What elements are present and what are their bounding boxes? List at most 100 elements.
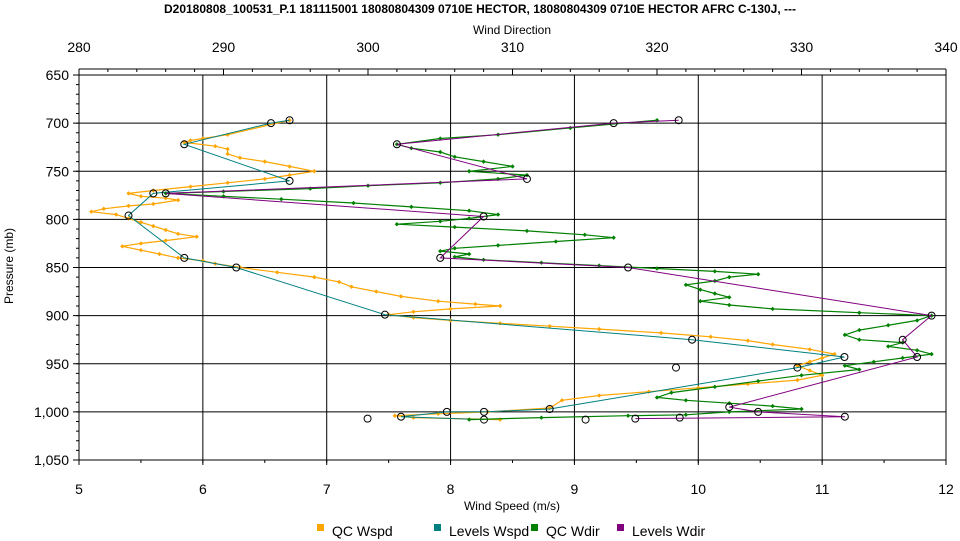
x-tick-label: 5 — [75, 481, 83, 497]
data-point — [900, 355, 905, 361]
data-point — [929, 351, 934, 357]
data-point — [624, 263, 633, 272]
data-point — [138, 194, 144, 199]
data-point — [696, 385, 701, 391]
x-tick-label: 12 — [938, 481, 954, 497]
x2-tick-label: 300 — [356, 39, 380, 55]
data-point — [871, 359, 876, 365]
data-point — [351, 200, 356, 206]
data-point — [553, 239, 559, 244]
data-point — [539, 415, 544, 420]
data-point — [163, 238, 168, 243]
chart-title: D20180808_100531_P.1 181115001 180808043… — [164, 2, 796, 16]
data-point — [89, 209, 94, 214]
data-point — [597, 393, 602, 398]
y-tick-label: 900 — [46, 308, 70, 324]
data-point — [497, 303, 503, 309]
data-point — [336, 279, 342, 285]
data-point — [857, 327, 862, 333]
data-point — [312, 169, 317, 174]
legend-swatch — [617, 524, 624, 531]
data-point — [658, 330, 664, 336]
data-point — [770, 403, 775, 409]
data-point — [452, 224, 457, 230]
data-point — [126, 203, 131, 209]
legend-label: QC Wspd — [332, 523, 393, 539]
data-point — [698, 287, 703, 292]
data-point — [654, 266, 660, 271]
data-point — [213, 144, 218, 149]
data-point — [380, 310, 389, 319]
data-point — [157, 251, 162, 257]
data-point — [842, 363, 848, 368]
data-point — [442, 407, 451, 416]
data-point — [232, 263, 241, 272]
data-point — [126, 191, 131, 196]
legend: QC Wspd Levels Wspd QC Wdir Levels Wdir — [317, 523, 705, 539]
data-point — [466, 251, 472, 257]
data-point — [266, 119, 275, 128]
data-point — [683, 398, 689, 403]
data-point — [374, 289, 379, 294]
data-point — [745, 338, 751, 343]
data-point — [180, 140, 189, 149]
data-point — [754, 407, 763, 416]
data-point — [124, 211, 133, 220]
data-point — [394, 221, 400, 227]
data-point — [840, 353, 849, 362]
data-point — [438, 219, 443, 224]
data-point — [285, 176, 294, 185]
legend-label: Levels Wdir — [632, 523, 705, 539]
data-point — [755, 272, 761, 277]
data-point — [466, 216, 472, 221]
x-axis-label: Wind Speed (m/s) — [464, 499, 560, 513]
data-point — [149, 189, 158, 198]
data-point — [819, 355, 825, 361]
data-point — [568, 125, 573, 131]
data-point — [225, 151, 230, 157]
data-point — [436, 253, 445, 262]
data-point — [466, 208, 472, 213]
data-point — [398, 294, 404, 299]
data-point — [832, 351, 837, 357]
x-tick-label: 9 — [571, 481, 579, 497]
legend-swatch — [531, 524, 538, 531]
data-point — [138, 241, 144, 246]
data-point — [914, 348, 920, 353]
data-point — [188, 138, 193, 143]
data-point — [312, 274, 317, 280]
legend-swatch — [317, 524, 324, 531]
x2-tick-label: 330 — [790, 39, 814, 55]
data-point — [452, 246, 457, 251]
y-axis: 650 700 750 800 850 900 950 1,000 1,050 — [34, 67, 79, 468]
data-point — [727, 302, 732, 308]
data-point — [840, 412, 849, 421]
data-point — [480, 407, 489, 416]
data-point — [466, 169, 472, 174]
data-point — [262, 159, 267, 164]
data-point — [175, 255, 181, 261]
x-tick-label: 6 — [199, 481, 207, 497]
data-point — [683, 412, 689, 417]
data-point — [262, 176, 267, 182]
data-point — [113, 212, 119, 217]
data-point — [886, 323, 891, 328]
data-point — [452, 154, 457, 160]
data-point — [438, 248, 443, 254]
data-point — [559, 398, 565, 403]
legend-label: QC Wdir — [546, 523, 600, 539]
data-point — [795, 377, 800, 383]
data-point — [497, 417, 503, 422]
data-point — [545, 404, 554, 413]
x2-axis: 280 290 300 310 320 330 340 — [67, 39, 958, 75]
data-point — [522, 174, 531, 183]
data-point — [671, 363, 680, 372]
plot-series — [89, 116, 936, 424]
data-point — [495, 243, 501, 248]
data-point — [727, 295, 732, 300]
data-point — [631, 414, 640, 423]
data-point — [547, 324, 552, 329]
data-point — [397, 412, 406, 421]
data-point — [807, 347, 812, 352]
legend-label: Levels Wspd — [449, 523, 529, 539]
